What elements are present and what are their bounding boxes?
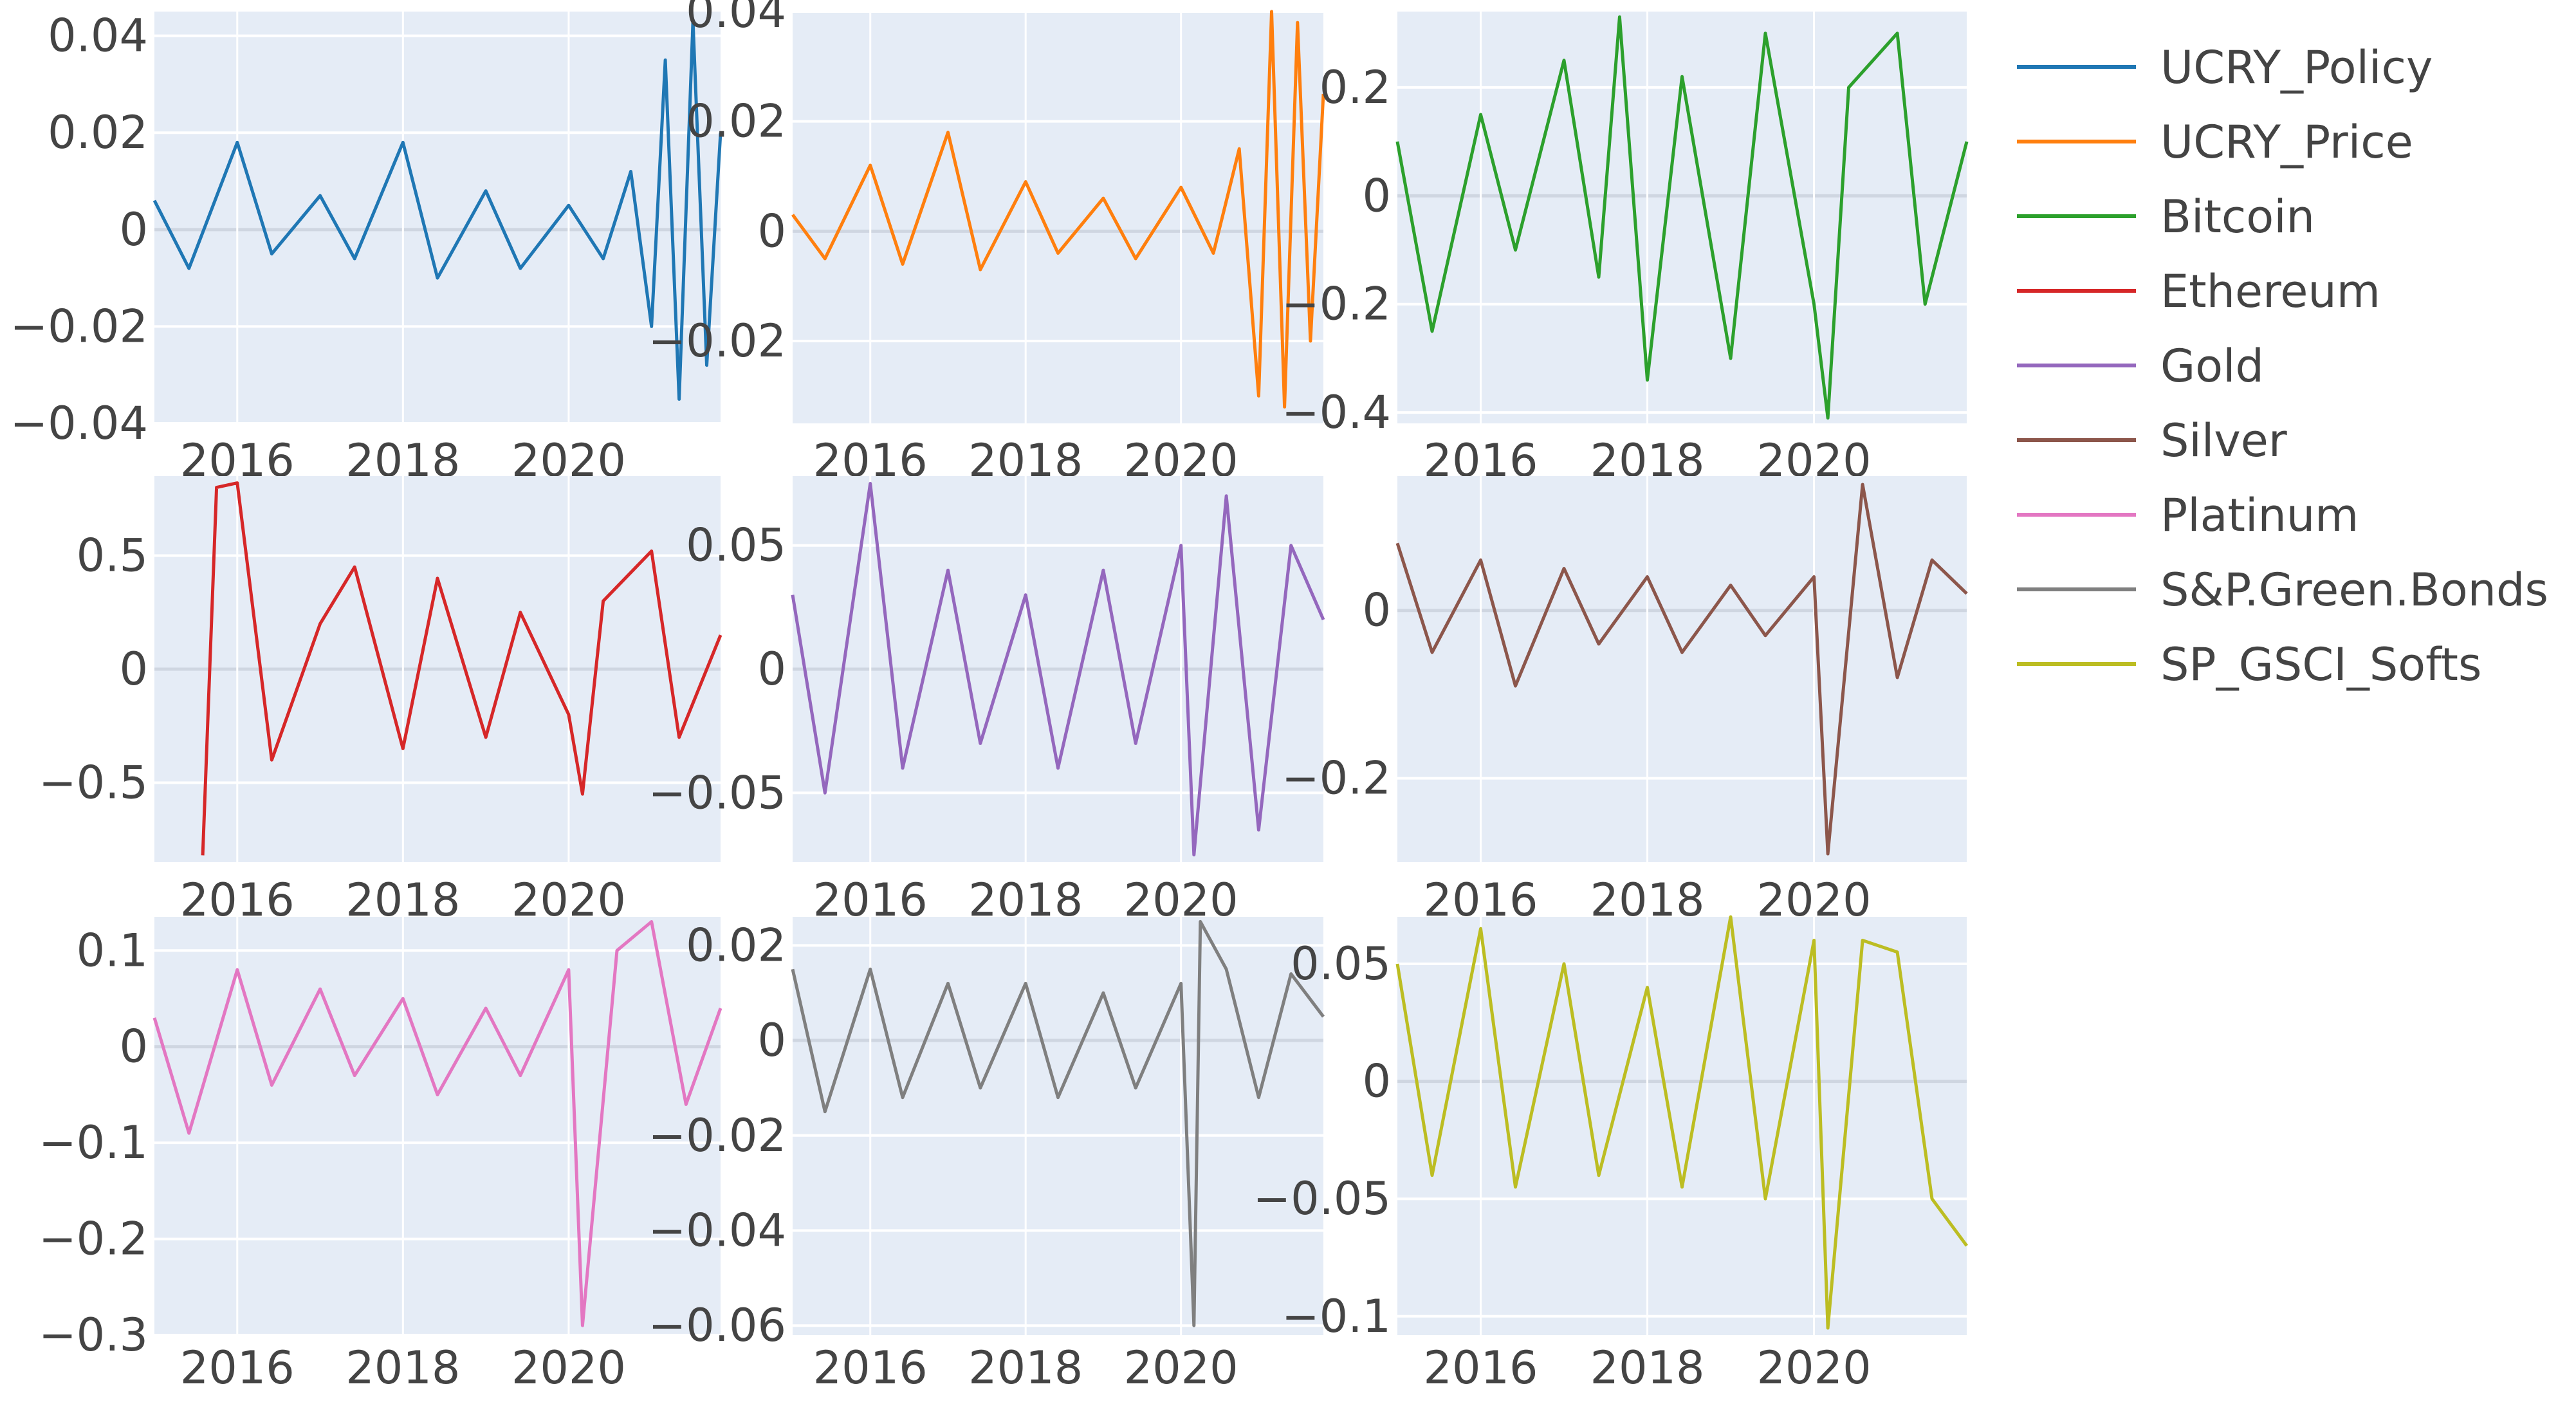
y-tick-label: −0.1	[39, 1116, 148, 1169]
series-line-ucry-price	[791, 10, 1325, 409]
y-tick-label: 0	[1362, 169, 1391, 222]
x-tick-label: 2018	[968, 1342, 1083, 1394]
y-tick-label: −0.04	[10, 397, 148, 450]
x-tick-label: 2020	[1124, 1342, 1238, 1394]
y-tick-label: −0.02	[10, 300, 148, 353]
y-tick-label: −0.02	[648, 1109, 786, 1162]
plot-area	[793, 917, 1323, 1335]
series-line-silver	[1395, 483, 1968, 856]
plot-area	[793, 12, 1323, 423]
y-tick-label: 0.05	[1291, 937, 1391, 990]
y-tick-label: 0	[757, 1014, 786, 1067]
x-tick-label: 2018	[1590, 1342, 1704, 1394]
plot-area	[154, 12, 721, 423]
x-tick-label: 2018	[345, 1342, 460, 1394]
subplot-s-p-green-bonds: 0.02 0 −0.02 −0.04 −0.06 2016 2018 2020	[648, 917, 1325, 1394]
legend-label: UCRY_Policy	[2160, 41, 2433, 94]
x-tick-label: 2016	[180, 1342, 295, 1394]
y-tick-label: −0.4	[1282, 386, 1391, 439]
legend-label: Platinum	[2160, 489, 2359, 542]
legend-label: UCRY_Price	[2160, 116, 2413, 169]
y-tick-label: −0.2	[1282, 752, 1391, 805]
legend: UCRY_Policy UCRY_Price Bitcoin Ethereum Gold…	[2017, 41, 2548, 691]
legend-item[interactable]: UCRY_Price	[2017, 116, 2413, 169]
legend-item[interactable]: SP_GSCI_Softs	[2017, 638, 2481, 691]
series-line-bitcoin	[1395, 15, 1969, 420]
y-tick-label: −0.05	[648, 766, 786, 819]
plot-area	[1397, 476, 1967, 862]
y-tick-label: 0	[119, 643, 148, 696]
x-tick-label: 2016	[1423, 1342, 1538, 1394]
legend-item[interactable]: Gold	[2017, 340, 2264, 392]
legend-item[interactable]: Platinum	[2017, 489, 2359, 542]
legend-item[interactable]: Silver	[2017, 414, 2287, 467]
series-line-ucry-policy	[152, 19, 722, 401]
y-tick-label: 0.5	[77, 530, 148, 582]
legend-label: S&P.Green.Bonds	[2160, 564, 2548, 616]
y-tick-label: −0.1	[1282, 1290, 1391, 1343]
legend-label: Silver	[2160, 414, 2287, 467]
plot-area	[1397, 917, 1967, 1335]
y-tick-label: 0	[757, 205, 786, 257]
y-tick-label: 0.04	[686, 0, 786, 38]
y-tick-label: 0	[757, 643, 786, 696]
series-line-s-p-green-bonds	[791, 919, 1325, 1327]
x-tick-label: 2020	[1756, 1342, 1871, 1394]
series-line-sp-gsci-softs	[1395, 915, 1969, 1330]
y-tick-label: 0.02	[686, 919, 786, 972]
y-tick-label: 0.02	[686, 95, 786, 148]
y-tick-label: 0	[1362, 584, 1391, 637]
y-tick-label: −0.2	[39, 1213, 148, 1266]
legend-item[interactable]: Bitcoin	[2017, 190, 2315, 243]
subplot-platinum: 0.1 0 −0.1 −0.2 −0.3 2016 2018 2020	[39, 917, 722, 1394]
y-tick-label: −0.02	[648, 315, 786, 367]
y-tick-label: 0.05	[686, 519, 786, 572]
plot-area	[1397, 12, 1967, 423]
y-tick-label: 0.1	[77, 924, 148, 977]
y-tick-label: 0.2	[1320, 61, 1391, 114]
legend-item[interactable]: UCRY_Policy	[2017, 41, 2433, 94]
series-line-platinum	[152, 920, 722, 1327]
subplot-sp-gsci-softs: 0.05 0 −0.05 −0.1 2016 2018 2020	[1253, 915, 1969, 1394]
series-line-gold	[791, 482, 1325, 856]
y-tick-label: −0.2	[1282, 278, 1391, 331]
series-line-ethereum	[201, 481, 722, 856]
y-tick-label: 0	[119, 203, 148, 256]
x-tick-label: 2020	[511, 1342, 626, 1394]
legend-item[interactable]: Ethereum	[2017, 265, 2380, 318]
legend-label: Gold	[2160, 340, 2264, 392]
y-tick-label: −0.05	[1253, 1172, 1391, 1225]
x-tick-label: 2016	[813, 1342, 928, 1394]
y-tick-label: −0.06	[648, 1299, 786, 1352]
plot-area	[154, 917, 721, 1335]
legend-label: SP_GSCI_Softs	[2160, 638, 2481, 691]
legend-label: Ethereum	[2160, 265, 2380, 318]
y-tick-label: −0.04	[648, 1204, 786, 1257]
legend-item[interactable]: S&P.Green.Bonds	[2017, 564, 2548, 616]
legend-label: Bitcoin	[2160, 190, 2315, 243]
y-tick-label: 0.02	[48, 106, 148, 159]
y-tick-label: −0.5	[39, 756, 148, 809]
y-tick-label: 0.04	[48, 10, 148, 62]
y-tick-label: −0.3	[39, 1309, 148, 1361]
y-tick-label: 0	[119, 1020, 148, 1073]
y-tick-label: 0	[1362, 1055, 1391, 1108]
